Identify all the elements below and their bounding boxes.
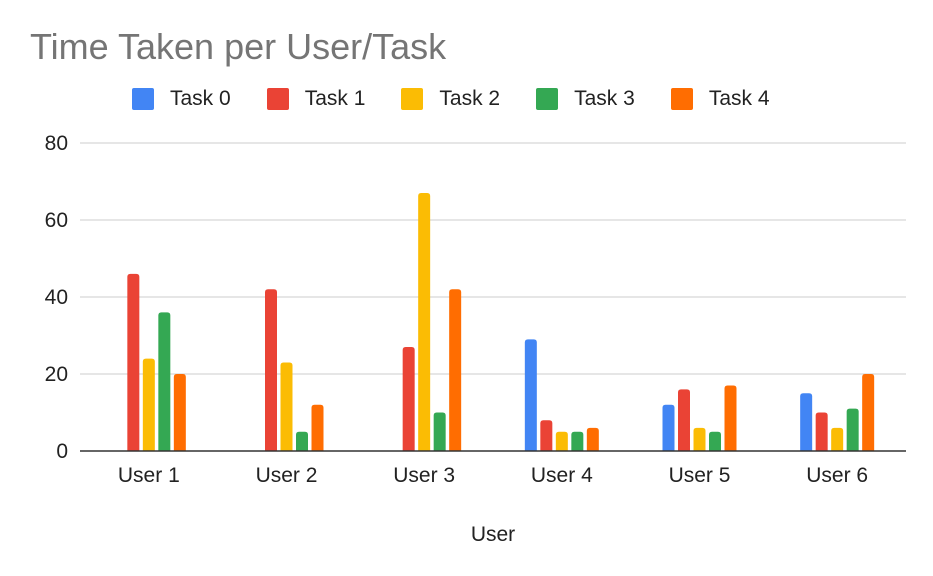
x-tick-label: User 1 xyxy=(118,464,180,487)
legend-item-task-0[interactable]: Task 0 xyxy=(132,87,231,111)
bar-task-2-user-2[interactable] xyxy=(280,362,293,451)
bar-task-3-user-4[interactable] xyxy=(571,431,584,451)
x-tick-label: User 3 xyxy=(393,464,455,487)
legend-swatch-task-4 xyxy=(670,88,693,110)
legend-swatch-task-1 xyxy=(266,88,289,110)
bar-task-0-user-5[interactable] xyxy=(662,404,675,451)
x-tick-label: User 5 xyxy=(669,464,731,487)
bar-task-4-user-6[interactable] xyxy=(862,374,875,451)
legend-item-task-3[interactable]: Task 3 xyxy=(536,87,635,111)
bar-task-2-user-6[interactable] xyxy=(831,427,844,451)
gridlines xyxy=(80,142,906,375)
legend-swatch-task-3 xyxy=(536,88,559,110)
legend-label-task-2: Task 2 xyxy=(439,87,501,110)
bars xyxy=(127,193,875,452)
y-axis-ticks: 0 20 40 60 80 xyxy=(45,132,68,463)
legend-item-task-1[interactable]: Task 1 xyxy=(266,87,366,111)
legend-item-task-2[interactable]: Task 2 xyxy=(401,87,500,111)
legend: Task 0 Task 1 Task 2 Task 3 Task 4 xyxy=(132,85,770,113)
bar-task-2-user-4[interactable] xyxy=(555,431,568,451)
bar-task-4-user-3[interactable] xyxy=(449,289,462,451)
bar-task-4-user-2[interactable] xyxy=(311,404,324,451)
y-tick-label: 60 xyxy=(45,209,68,232)
bar-task-0-user-4[interactable] xyxy=(524,339,537,451)
bar-task-4-user-4[interactable] xyxy=(586,427,599,451)
bar-task-3-user-1[interactable] xyxy=(158,312,171,451)
y-tick-label: 80 xyxy=(45,132,68,155)
bar-task-2-user-5[interactable] xyxy=(693,427,706,451)
legend-swatch-task-0 xyxy=(132,88,154,110)
bar-task-1-user-5[interactable] xyxy=(678,389,690,451)
bar-task-1-user-3[interactable] xyxy=(402,347,415,451)
bar-task-4-user-1[interactable] xyxy=(173,374,186,451)
x-tick-label: User 2 xyxy=(256,464,318,487)
bar-task-3-user-5[interactable] xyxy=(709,431,721,451)
bar-task-3-user-2[interactable] xyxy=(296,431,308,451)
legend-label-task-3: Task 3 xyxy=(574,87,635,110)
bar-task-2-user-1[interactable] xyxy=(142,358,155,451)
bar-task-1-user-6[interactable] xyxy=(815,412,828,452)
legend-swatch-task-2 xyxy=(401,88,424,110)
bar-task-1-user-1[interactable] xyxy=(127,273,140,451)
x-tick-label: User 6 xyxy=(806,464,868,487)
x-axis-ticks: User 1 User 2 User 3 User 4 User 5 User 6 xyxy=(118,464,868,487)
x-tick-label: User 4 xyxy=(531,464,593,487)
bar-task-2-user-3[interactable] xyxy=(418,193,431,452)
y-tick-label: 20 xyxy=(45,363,68,386)
legend-label-task-4: Task 4 xyxy=(708,87,770,110)
y-tick-label: 40 xyxy=(45,286,68,309)
chart-title: Time Taken per User/Task xyxy=(30,26,447,67)
bar-task-3-user-6[interactable] xyxy=(846,408,859,451)
legend-label-task-0: Task 0 xyxy=(170,87,231,110)
y-tick-label: 0 xyxy=(56,440,68,463)
bar-task-1-user-4[interactable] xyxy=(540,420,553,451)
bar-task-4-user-5[interactable] xyxy=(724,385,737,451)
bar-task-1-user-2[interactable] xyxy=(265,289,277,451)
legend-item-task-4[interactable]: Task 4 xyxy=(670,87,770,111)
x-axis-title: User xyxy=(471,523,515,546)
legend-label-task-1: Task 1 xyxy=(304,87,366,110)
bar-task-3-user-3[interactable] xyxy=(433,412,446,452)
bar-task-0-user-6[interactable] xyxy=(800,393,813,451)
